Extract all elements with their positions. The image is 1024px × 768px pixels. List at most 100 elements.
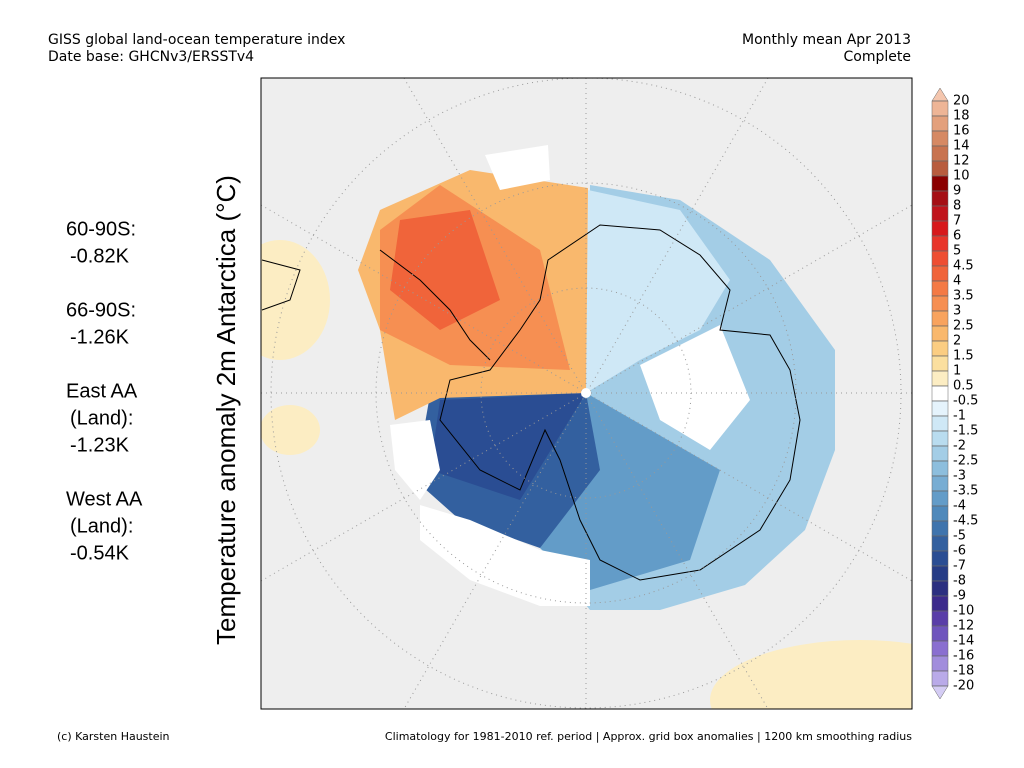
colorbar-label: 2.5 [953, 319, 974, 334]
colorbar-box [931, 355, 949, 372]
colorbar-label: -0.5 [953, 394, 978, 409]
colorbar-box [931, 670, 949, 687]
colorbar-box [931, 385, 949, 402]
colorbar-box [931, 415, 949, 432]
colorbar-label: -6 [953, 544, 966, 559]
colorbar-label: 5 [953, 244, 961, 259]
colorbar-label: 2 [953, 334, 961, 349]
stat-text: East AA [66, 380, 138, 402]
map [261, 78, 912, 709]
colorbar-box [931, 250, 949, 267]
header-left: Date base: GHCNv3/ERSSTv4 [48, 49, 254, 65]
colorbar-label: -4 [953, 499, 966, 514]
colorbar-label: -1 [953, 409, 966, 424]
colorbar-label: 10 [953, 169, 970, 184]
header-right: Complete [844, 49, 911, 65]
colorbar-box [931, 220, 949, 237]
colorbar-box [931, 535, 949, 552]
colorbar-label: 8 [953, 199, 961, 214]
colorbar-label: -16 [953, 649, 974, 664]
colorbar-label: -20 [953, 679, 974, 694]
colorbar-label: -18 [953, 664, 974, 679]
colorbar-box [931, 655, 949, 672]
colorbar-label: 4.5 [953, 259, 974, 274]
colorbar-label: -5 [953, 529, 966, 544]
colorbar-label: 3.5 [953, 289, 974, 304]
header-right: Monthly mean Apr 2013 [742, 32, 911, 48]
colorbar-label: 14 [953, 139, 970, 154]
colorbar-box [931, 490, 949, 507]
colorbar-box [931, 505, 949, 522]
colorbar-box [931, 445, 949, 462]
colorbar-box [931, 565, 949, 582]
colorbar-label: -1.5 [953, 424, 978, 439]
stat-text: 60-90S: [66, 218, 136, 240]
colorbar-label: -9 [953, 589, 966, 604]
colorbar-label: 9 [953, 184, 961, 199]
colorbar-box [931, 100, 949, 117]
stat-text: 66-90S: [66, 299, 136, 321]
colorbar-label: 16 [953, 124, 970, 139]
colorbar-label: -10 [953, 604, 974, 619]
colorbar-label: -4.5 [953, 514, 978, 529]
stat-text: (Land): [70, 407, 133, 429]
colorbar-box [931, 325, 949, 342]
colorbar-label: -3 [953, 469, 966, 484]
colorbar-label: 12 [953, 154, 970, 169]
colorbar-label: -7 [953, 559, 966, 574]
stat-text: West AA [66, 488, 143, 510]
colorbar-box [931, 295, 949, 312]
colorbar-label: 4 [953, 274, 961, 289]
colorbar-box [931, 400, 949, 417]
footer-right: Climatology for 1981-2010 ref. period | … [385, 730, 912, 743]
colorbar-box [931, 145, 949, 162]
colorbar-box [931, 160, 949, 177]
colorbar-box [931, 130, 949, 147]
colorbar-label: 0.5 [953, 379, 974, 394]
colorbar-box [931, 310, 949, 327]
colorbar-box [931, 580, 949, 597]
colorbar-box [931, 625, 949, 642]
colorbar-label: 7 [953, 214, 961, 229]
stat-text: -1.26K [70, 326, 130, 348]
colorbar-box [931, 205, 949, 222]
colorbar-label: 18 [953, 109, 970, 124]
stat-text: -0.54K [70, 542, 130, 564]
axis-label: Temperature anomaly 2m Antarctica (°C) [211, 175, 241, 645]
stat-text: -1.23K [70, 434, 130, 456]
colorbar-box [931, 265, 949, 282]
colorbar-label: 6 [953, 229, 961, 244]
colorbar-end [931, 685, 949, 700]
colorbar-box [931, 430, 949, 447]
stat-text: -0.82K [70, 245, 130, 267]
header-left: GISS global land-ocean temperature index [48, 32, 345, 48]
colorbar-label: 3 [953, 304, 961, 319]
colorbar-end [931, 87, 949, 102]
colorbar-label: -8 [953, 574, 966, 589]
colorbar-box [931, 550, 949, 567]
colorbar-label: 1.5 [953, 349, 974, 364]
colorbar-box [931, 280, 949, 297]
colorbar-label: -12 [953, 619, 974, 634]
colorbar-box [931, 370, 949, 387]
colorbar-box [931, 340, 949, 357]
colorbar-label: -14 [953, 634, 974, 649]
colorbar-box [931, 475, 949, 492]
colorbar-box [931, 640, 949, 657]
colorbar-box [931, 595, 949, 612]
colorbar-box [931, 190, 949, 207]
colorbar-box [931, 235, 949, 252]
colorbar-box [931, 175, 949, 192]
stats: 60-90S: -0.82K 66-90S: -1.26K East AA (Land):… [66, 218, 143, 564]
colorbar-box [931, 460, 949, 477]
colorbar-label: 20 [953, 94, 970, 109]
colorbar-box [931, 115, 949, 132]
colorbar-label: 1 [953, 364, 961, 379]
colorbar-box [931, 610, 949, 627]
colorbar-box [931, 520, 949, 537]
colorbar: 201816141210987654.543.532.521.510.5-0.5… [931, 87, 978, 700]
colorbar-label: -2 [953, 439, 966, 454]
colorbar-label: -3.5 [953, 484, 978, 499]
map-frame [260, 77, 913, 710]
